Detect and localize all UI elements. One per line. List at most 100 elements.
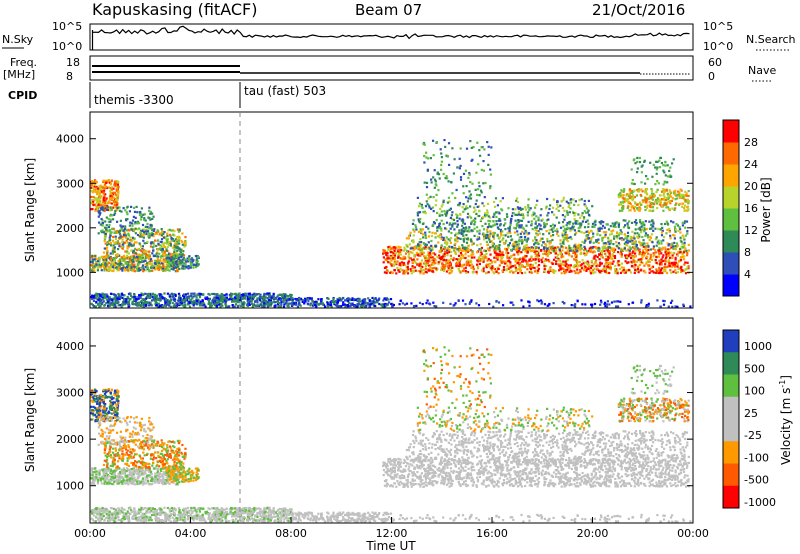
range-gate-cell (131, 302, 134, 305)
range-gate-cell (632, 259, 635, 262)
range-gate-cell (542, 247, 545, 250)
range-gate-cell (90, 189, 93, 193)
range-gate-cell (384, 258, 387, 261)
range-gate-cell (615, 241, 618, 244)
range-gate-cell (577, 226, 580, 229)
range-gate-cell (664, 248, 667, 251)
range-gate-cell (163, 236, 166, 239)
range-gate-cell (312, 303, 315, 306)
range-gate-cell (524, 250, 527, 253)
range-gate-cell (445, 228, 448, 231)
range-gate-cell (266, 301, 269, 304)
range-gate-cell (457, 237, 460, 240)
range-gate-cell (422, 247, 425, 250)
range-gate-cell (182, 250, 185, 253)
range-gate-cell (158, 261, 161, 265)
range-gate-cell (566, 267, 569, 270)
range-gate-cell (617, 242, 620, 245)
range-gate-cell (440, 236, 443, 239)
range-gate-cell (501, 269, 504, 272)
range-gate-cell (661, 226, 664, 229)
range-gate-cell (135, 257, 138, 260)
range-gate-cell (620, 249, 623, 252)
range-gate-cell (624, 271, 627, 274)
range-gate-cell (382, 252, 385, 255)
range-gate-cell (438, 223, 441, 226)
range-gate-cell (130, 244, 133, 247)
range-gate-cell (105, 224, 108, 227)
range-gate-cell (116, 231, 119, 234)
range-gate-cell (96, 193, 99, 196)
range-gate-cell (600, 220, 603, 223)
range-gate-cell (104, 220, 107, 223)
range-gate-cell (684, 234, 687, 237)
range-gate-cell (99, 196, 102, 199)
range-gate-cell (445, 243, 448, 246)
range-gate-cell (565, 238, 568, 241)
range-gate-cell (524, 254, 527, 258)
range-gate-cell (504, 222, 507, 225)
range-gate-cell (181, 243, 184, 246)
range-gate-cell (142, 252, 145, 255)
range-gate-cell (613, 235, 616, 238)
range-gate-cell (143, 217, 146, 220)
range-gate-cell (578, 243, 581, 246)
range-gate-cell (125, 219, 128, 222)
range-gate-cell (493, 249, 496, 252)
range-gate-cell (109, 220, 112, 223)
range-gate-cell (571, 228, 574, 231)
range-gate-cell (197, 256, 200, 259)
range-gate-cell (619, 252, 622, 255)
range-gate-cell (644, 220, 647, 223)
range-gate-cell (181, 298, 184, 301)
range-gate-cell (419, 270, 422, 273)
range-gate-cell (264, 296, 267, 299)
range-gate-cell (291, 299, 294, 302)
range-gate-cell (407, 255, 410, 258)
range-gate-cell (198, 302, 201, 305)
range-gate-cell (505, 239, 508, 242)
range-gate-cell (374, 297, 377, 300)
range-gate-cell (679, 256, 682, 259)
range-gate-cell (102, 266, 106, 269)
range-gate-cell (126, 213, 129, 216)
range-gate-cell (525, 240, 528, 243)
range-gate-cell (427, 251, 430, 254)
range-gate-cell (385, 252, 388, 255)
range-gate-cell (91, 258, 94, 261)
range-gate-cell (666, 254, 669, 258)
range-gate-cell (276, 300, 279, 303)
range-gate-cell (99, 207, 102, 210)
range-gate-cell (573, 269, 576, 273)
range-gate-cell (210, 301, 213, 305)
range-gate-cell (147, 293, 151, 296)
range-gate-cell (126, 247, 129, 250)
range-gate-cell (191, 261, 194, 264)
range-gate-cell (136, 258, 140, 261)
range-gate-cell (358, 298, 361, 301)
range-gate-cell (91, 294, 94, 297)
range-gate-cell (155, 232, 158, 235)
range-gate-cell (97, 298, 100, 301)
range-gate-cell (447, 269, 450, 272)
range-gate-cell (569, 236, 572, 239)
range-gate-cell (314, 304, 317, 307)
range-gate-cell (663, 265, 666, 268)
range-gate-cell (477, 256, 480, 259)
range-gate-cell (188, 305, 192, 308)
range-gate-cell (166, 264, 169, 267)
range-gate-cell (270, 296, 273, 299)
range-gate-cell (234, 303, 238, 306)
range-gate-cell (336, 303, 339, 306)
range-gate-cell (175, 269, 179, 272)
range-gate-cell (509, 301, 512, 304)
range-gate-cell (311, 300, 314, 303)
range-gate-cell (579, 270, 582, 273)
range-gate-cell (212, 292, 215, 296)
range-gate-cell (596, 263, 599, 266)
range-gate-cell (454, 251, 457, 254)
range-gate-cell (141, 245, 144, 248)
range-gate-cell (486, 226, 489, 229)
range-gate-cell (191, 302, 194, 305)
range-gate-cell (140, 207, 143, 210)
